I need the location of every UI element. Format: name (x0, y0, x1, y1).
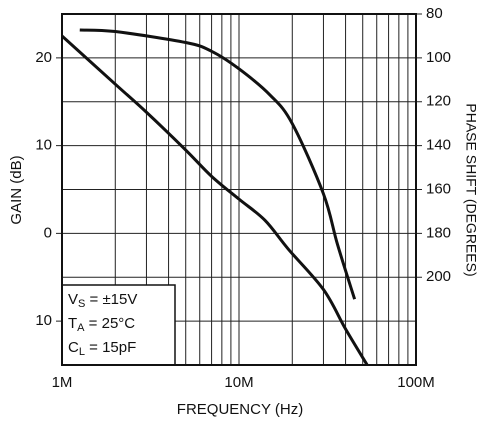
annotation-rest: = ±15V (85, 291, 137, 308)
x-tick-label: 1M (52, 374, 73, 391)
annotation-sub: L (79, 346, 85, 358)
y-tick-label: 0 (44, 224, 52, 241)
x-tick-label: 100M (397, 374, 435, 391)
annotation-main: V (68, 291, 78, 308)
annotation-sub: S (78, 298, 85, 310)
y2-tick-label: 100 (426, 49, 451, 66)
annotation-rest: = 25°C (85, 315, 136, 332)
annotation: TA = 25°C (68, 315, 135, 334)
annotation-main: T (68, 315, 77, 332)
y2-tick-label: 200 (426, 268, 451, 285)
line-series (62, 34, 369, 365)
y2-axis-label: PHASE SHIFT (DEGREES) (463, 103, 479, 276)
line-series (79, 28, 357, 300)
annotation: CL = 15pF (68, 339, 136, 358)
annotation-rest: = 15pF (85, 339, 136, 356)
y-tick-label: 20 (35, 49, 52, 66)
y2-tick-label: 140 (426, 137, 451, 154)
annotation-sub: A (77, 322, 85, 334)
y-tick-label: 10 (35, 312, 52, 329)
annotation-main: C (68, 339, 79, 356)
y2-tick-label: 120 (426, 93, 451, 110)
x-tick-label: 10M (224, 374, 253, 391)
y2-tick-label: 160 (426, 180, 451, 197)
y2-tick-label: 80 (426, 5, 443, 22)
annotation-box (61, 284, 176, 366)
y-tick-label: 10 (35, 137, 52, 154)
y-axis-label: GAIN (dB) (8, 155, 25, 224)
x-axis-label: FREQUENCY (Hz) (177, 401, 303, 418)
annotation: VS = ±15V (68, 291, 137, 310)
y2-tick-label: 180 (426, 224, 451, 241)
plot-frame (61, 13, 417, 366)
